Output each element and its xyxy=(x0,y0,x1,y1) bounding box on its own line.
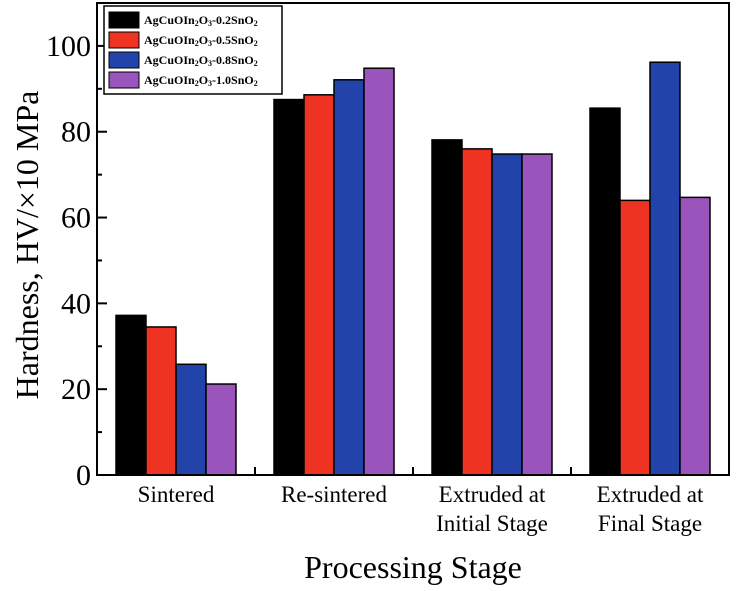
bar-series-2-category-1 xyxy=(145,326,177,476)
y-axis-title: Hardness, HV/×10 MPa xyxy=(9,91,45,400)
legend-swatch xyxy=(108,31,140,49)
x-category-label: Sintered xyxy=(138,482,215,507)
bar-series-1-category-1 xyxy=(115,314,147,476)
y-tick-label: 40 xyxy=(61,287,91,320)
y-tick-label: 80 xyxy=(61,116,91,149)
bar-series-3-category-4 xyxy=(649,61,681,476)
ticks-group: 0 20 40 60 80 100 xyxy=(46,30,107,492)
bar-series-3-category-2 xyxy=(333,79,365,476)
bar-series-1-category-3 xyxy=(431,139,463,476)
legend-swatch xyxy=(108,71,140,89)
x-category-label: Final Stage xyxy=(598,511,702,536)
y-tick-label: 0 xyxy=(76,459,91,492)
x-category-label: Extruded at xyxy=(439,482,546,507)
bar-series-4-category-1 xyxy=(205,383,237,476)
legend-label: AgCuOIn2O3-0.5SnO2 xyxy=(144,33,258,48)
x-category-label: Re-sintered xyxy=(281,482,388,507)
legend-label: AgCuOIn2O3-0.2SnO2 xyxy=(144,13,258,28)
y-tick-label: 60 xyxy=(61,202,91,235)
bar-series-2-category-2 xyxy=(303,94,335,476)
bar-series-4-category-4 xyxy=(679,196,711,476)
y-tick-label: 100 xyxy=(46,30,91,63)
bar-series-4-category-3 xyxy=(521,153,553,476)
bar-series-2-category-4 xyxy=(619,199,651,476)
legend-label: AgCuOIn2O3-0.8SnO2 xyxy=(144,53,258,68)
x-category-label: Initial Stage xyxy=(436,511,548,536)
bar-series-1-category-4 xyxy=(589,107,621,476)
bar-series-3-category-3 xyxy=(491,153,523,476)
legend-swatch xyxy=(108,51,140,69)
bars-group xyxy=(115,61,711,476)
x-category-label: Extruded at xyxy=(597,482,704,507)
legend: AgCuOIn2O3-0.2SnO2 AgCuOIn2O3-0.5SnO2 AgCu… xyxy=(103,5,283,95)
bar-series-1-category-2 xyxy=(273,98,305,476)
bar-series-2-category-3 xyxy=(461,148,493,476)
category-labels-group: Sintered Re-sintered Extruded at Initial St… xyxy=(138,467,704,536)
legend-swatch xyxy=(108,11,140,29)
legend-label: AgCuOIn2O3-1.0SnO2 xyxy=(144,73,258,88)
y-tick-label: 20 xyxy=(61,373,91,406)
x-axis-title: Processing Stage xyxy=(304,549,522,585)
bar-series-3-category-1 xyxy=(175,363,207,476)
bar-series-4-category-2 xyxy=(363,67,395,476)
